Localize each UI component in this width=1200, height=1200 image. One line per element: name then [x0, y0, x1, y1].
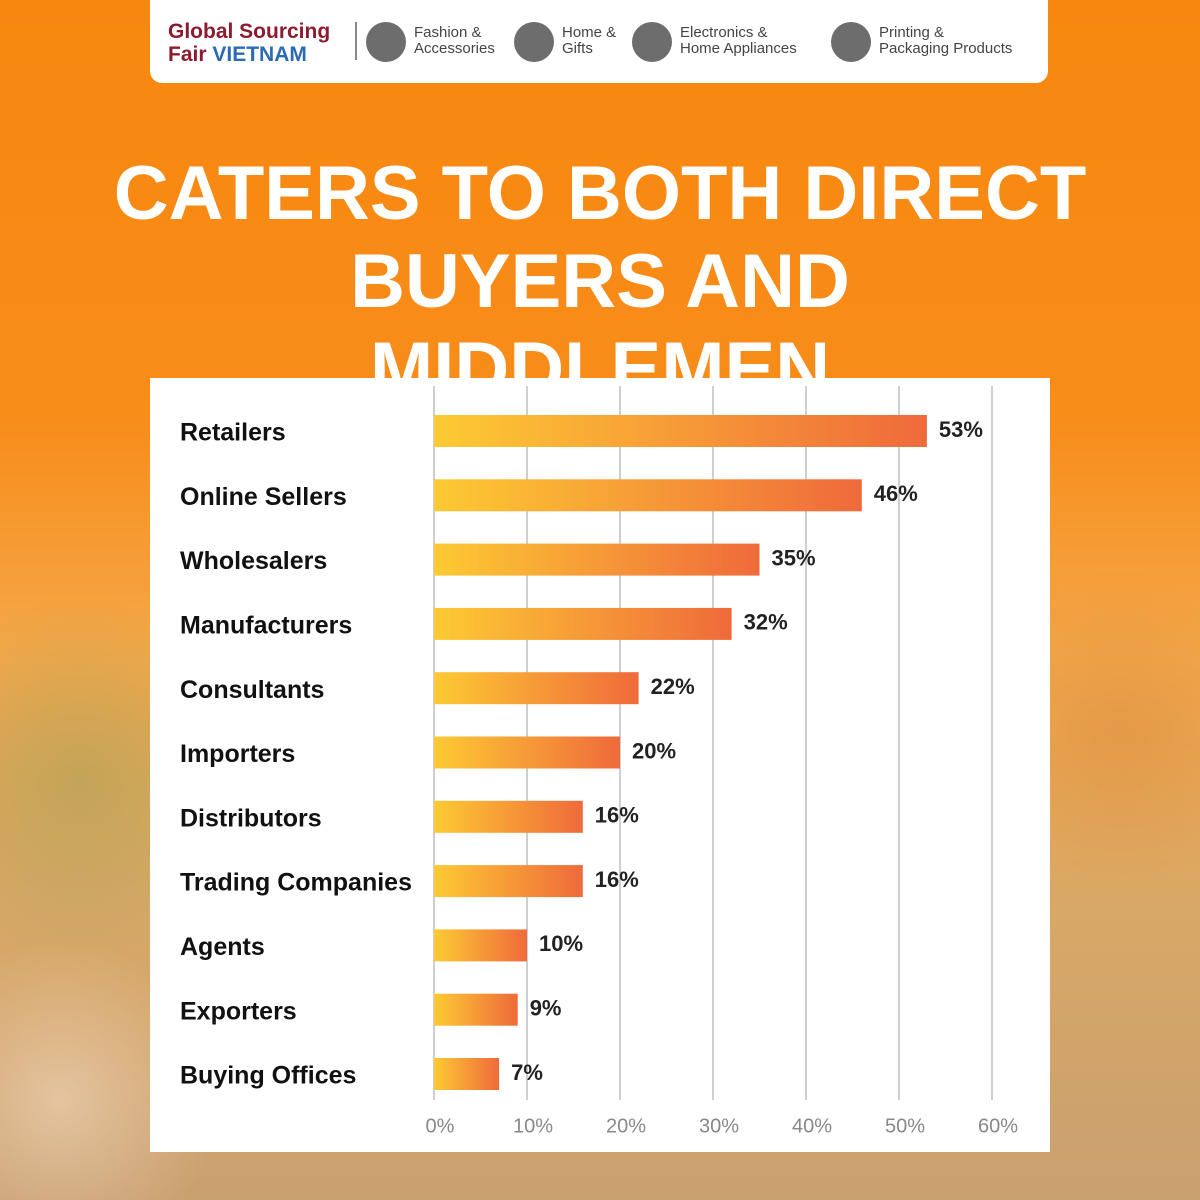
data-label: 35% — [772, 545, 816, 570]
bar — [434, 993, 518, 1026]
category-text: Packaging Products — [879, 40, 1013, 57]
y-tick-label: Wholesalers — [180, 547, 327, 575]
y-tick-label: Exporters — [180, 997, 297, 1025]
icon — [514, 22, 554, 62]
bar — [434, 929, 527, 962]
y-tick-label: Importers — [180, 740, 295, 768]
chart-title: CATERS TO BOTH DIRECT BUYERS AND MIDDLEM… — [113, 151, 1087, 412]
data-label: 22% — [651, 674, 695, 699]
y-tick-label: Agents — [180, 933, 265, 961]
y-tick-label: Manufacturers — [180, 612, 352, 640]
x-tick-label: 20% — [606, 1115, 646, 1137]
category-text: Electronics & — [680, 24, 768, 41]
x-tick-label: 40% — [792, 1115, 832, 1137]
logo-text: Fair VIETNAM — [168, 43, 307, 67]
y-tick-label: Distributors — [180, 804, 322, 832]
separator — [355, 22, 357, 60]
bar — [434, 672, 639, 705]
category-text: Gifts — [562, 40, 593, 57]
bar — [434, 1058, 500, 1090]
bar — [434, 479, 862, 512]
category-text: Printing & — [879, 24, 945, 41]
logo-text: Fair — [168, 43, 207, 66]
data-label: 10% — [539, 931, 583, 956]
bar — [434, 543, 760, 576]
title-box: CATERS TO BOTH DIRECT BUYERS AND MIDDLEM… — [0, 150, 1200, 414]
logo-text: VIETNAM — [212, 43, 307, 66]
y-tick-label: Trading Companies — [180, 869, 412, 897]
data-label: 16% — [595, 803, 639, 828]
data-label: 46% — [874, 481, 918, 506]
y-tick-label: Retailers — [180, 419, 286, 447]
bar — [434, 607, 732, 640]
category-text: Accessories — [414, 40, 495, 57]
logo-text: Global Sourcing — [168, 20, 331, 43]
bar — [434, 736, 620, 769]
category-text: Fashion & — [414, 24, 482, 41]
icon — [831, 22, 871, 62]
data-label: 9% — [530, 996, 562, 1021]
data-label: 16% — [595, 867, 639, 892]
x-tick-label: 30% — [699, 1115, 739, 1137]
bar — [434, 800, 583, 833]
y-tick-label: Online Sellers — [180, 483, 347, 511]
x-tick-label: 50% — [885, 1115, 925, 1137]
data-label: 7% — [511, 1060, 543, 1085]
x-tick-label: 0% — [426, 1115, 455, 1137]
icon — [632, 22, 672, 62]
y-tick-label: Buying Offices — [180, 1062, 356, 1090]
data-label: 32% — [744, 610, 788, 635]
data-label: 20% — [632, 738, 676, 763]
bar — [434, 415, 927, 447]
category-text: Home & — [562, 24, 617, 41]
x-tick-label: 60% — [978, 1115, 1018, 1137]
bar — [434, 865, 583, 898]
header: Global Sourcing Fair VIETNAM Fashion & Ac… — [150, 0, 1048, 83]
x-tick-label: 10% — [513, 1115, 553, 1137]
data-label: 53% — [939, 417, 983, 442]
icon — [366, 22, 406, 62]
category-text: Home Appliances — [680, 40, 797, 57]
y-tick-label: Consultants — [180, 676, 324, 704]
